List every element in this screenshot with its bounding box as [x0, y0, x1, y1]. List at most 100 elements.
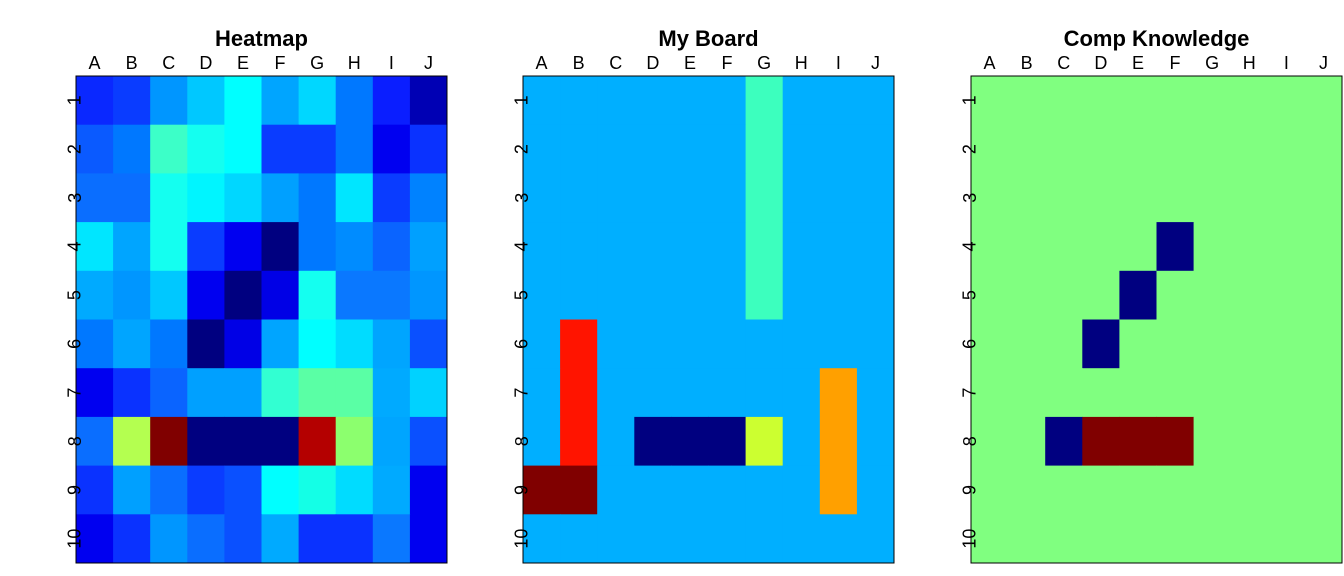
cell: [1082, 124, 1120, 174]
cell: [335, 368, 374, 418]
cell: [1045, 222, 1083, 272]
cell: [745, 222, 784, 272]
cell: [1193, 222, 1232, 272]
cell: [1267, 173, 1306, 223]
cell: [782, 416, 821, 467]
cell: [523, 368, 561, 418]
row-label: 7: [65, 388, 85, 398]
cell: [1156, 319, 1195, 369]
cell: [523, 124, 561, 174]
cell: [1008, 173, 1046, 223]
cell: [372, 319, 411, 369]
cell: [1156, 465, 1195, 515]
cell: [150, 368, 188, 418]
cell: [113, 319, 151, 369]
cell: [1082, 173, 1120, 223]
cell: [1082, 222, 1120, 272]
cell: [819, 270, 858, 320]
cell: [856, 222, 895, 272]
cell: [224, 124, 262, 174]
cell: [671, 319, 709, 369]
cell: [1156, 514, 1195, 564]
column-label: E: [684, 53, 696, 73]
cell: [335, 416, 374, 467]
cell: [1082, 368, 1120, 418]
cell: [76, 76, 114, 126]
cell: [1230, 319, 1269, 369]
cell: [298, 465, 337, 515]
cell: [150, 465, 188, 515]
cell: [1119, 222, 1157, 272]
row-label: 3: [65, 193, 85, 203]
board-frame: [970, 75, 1343, 564]
board-frame: [75, 75, 448, 564]
cell: [1156, 416, 1195, 467]
cell: [523, 514, 561, 564]
cell: [261, 368, 300, 418]
cell: [224, 465, 262, 515]
cell: [261, 465, 300, 515]
cell: [335, 270, 374, 320]
cell: [1156, 270, 1195, 320]
cell: [187, 319, 225, 369]
cell: [409, 514, 448, 564]
cell: [523, 270, 561, 320]
cell: [971, 124, 1009, 174]
row-label: 6: [960, 339, 980, 349]
cell: [856, 270, 895, 320]
cell: [1267, 465, 1306, 515]
row-label: 6: [65, 339, 85, 349]
cell: [671, 173, 709, 223]
cell: [335, 124, 374, 174]
cell: [1008, 514, 1046, 564]
cell: [261, 76, 300, 126]
column-label: D: [646, 53, 659, 73]
cell: [1304, 465, 1343, 515]
cell: [856, 76, 895, 126]
column-label: F: [722, 53, 733, 73]
cell: [708, 76, 747, 126]
cell: [1156, 173, 1195, 223]
cell: [113, 173, 151, 223]
column-label: D: [1094, 53, 1107, 73]
cell: [224, 319, 262, 369]
cell: [298, 124, 337, 174]
cell: [113, 76, 151, 126]
column-label: B: [1021, 53, 1033, 73]
column-label: I: [836, 53, 841, 73]
row-label: 2: [512, 144, 532, 154]
cell: [261, 124, 300, 174]
cell: [671, 465, 709, 515]
cell: [1230, 465, 1269, 515]
cell: [76, 319, 114, 369]
cell: [560, 465, 598, 515]
cell: [634, 368, 672, 418]
row-label: 10: [512, 529, 532, 549]
board-title: My Board: [658, 26, 758, 51]
cell: [150, 173, 188, 223]
cell: [782, 222, 821, 272]
cell: [634, 222, 672, 272]
cell: [150, 222, 188, 272]
cell: [1119, 124, 1157, 174]
cell: [372, 124, 411, 174]
cell: [634, 319, 672, 369]
cell: [1304, 319, 1343, 369]
row-label: 1: [512, 95, 532, 105]
cell: [782, 173, 821, 223]
cell: [1304, 514, 1343, 564]
cell: [372, 514, 411, 564]
column-label: A: [89, 53, 101, 73]
row-label: 7: [960, 388, 980, 398]
cell: [150, 124, 188, 174]
cell: [523, 416, 561, 467]
column-label: G: [310, 53, 324, 73]
cell: [1193, 465, 1232, 515]
cell: [1119, 76, 1157, 126]
cell: [856, 416, 895, 467]
cell: [856, 124, 895, 174]
cell: [76, 173, 114, 223]
cell: [1119, 319, 1157, 369]
cell: [1267, 514, 1306, 564]
